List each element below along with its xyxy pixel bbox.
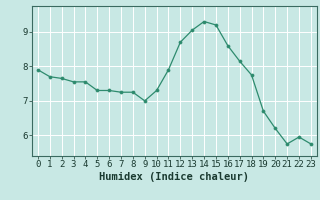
X-axis label: Humidex (Indice chaleur): Humidex (Indice chaleur)	[100, 172, 249, 182]
